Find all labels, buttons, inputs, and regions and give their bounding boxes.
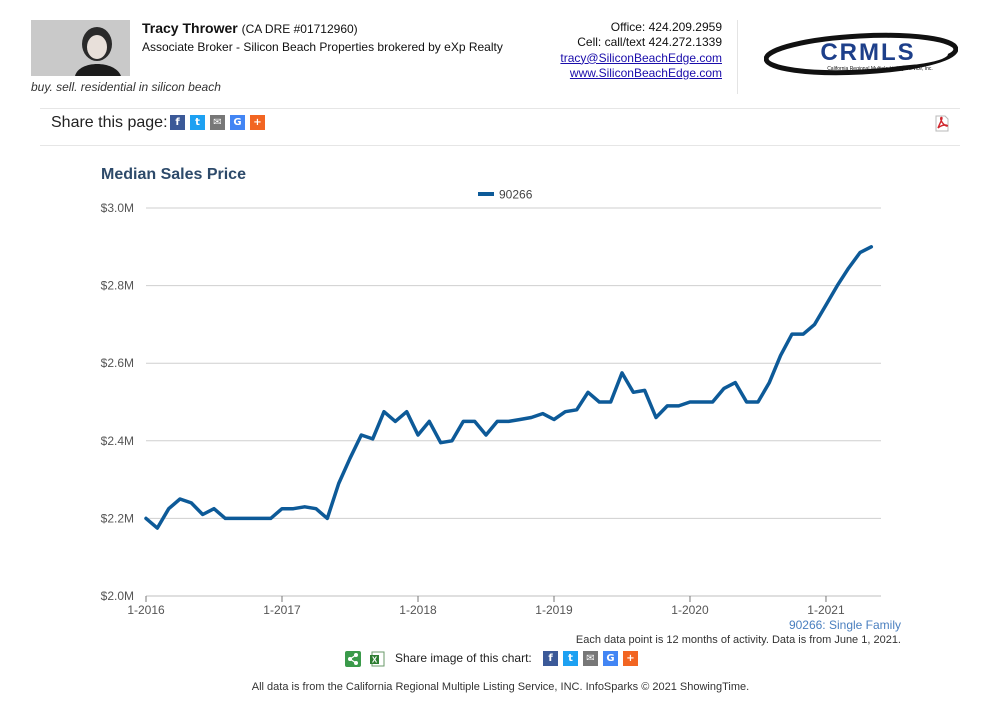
svg-text:CRMLS: CRMLS (820, 39, 915, 66)
share-chart-icon[interactable] (345, 651, 361, 672)
agent-tagline: buy. sell. residential in silicon beach (31, 80, 221, 94)
y-tick-label: $2.6M (101, 356, 134, 370)
y-tick-label: $2.2M (101, 511, 134, 525)
share-page-icons: f t ✉ G + (170, 115, 265, 130)
website-link[interactable]: www.SiliconBeachEdge.com (569, 65, 722, 80)
y-tick-label: $2.8M (101, 279, 134, 293)
series-line-90266[interactable] (144, 245, 874, 530)
x-tick-label: 1-2020 (671, 603, 709, 617)
agent-title: Associate Broker - Silicon Beach Propert… (142, 40, 503, 54)
email-link[interactable]: tracy@SiliconBeachEdge.com (560, 50, 722, 65)
share-image-label: Share image of this chart: (395, 651, 532, 665)
google-icon[interactable]: G (603, 651, 618, 666)
twitter-icon[interactable]: t (190, 115, 205, 130)
y-tick-label: $3.0M (101, 201, 134, 215)
email-icon[interactable]: ✉ (210, 115, 225, 130)
x-tick-label: 1-2017 (263, 603, 301, 617)
share-page-label: Share this page: (51, 114, 168, 131)
crmls-logo: CRMLS California Regional Multiple Listi… (763, 30, 959, 80)
excel-export-icon[interactable]: X (369, 651, 385, 672)
twitter-icon[interactable]: t (563, 651, 578, 666)
share-image-icons: f t ✉ G + (543, 651, 638, 666)
agent-dre-number: (CA DRE #01712960) (241, 22, 358, 36)
more-icon[interactable]: + (250, 115, 265, 130)
agent-photo (31, 20, 130, 76)
facebook-icon[interactable]: f (543, 651, 558, 666)
agent-name: Tracy Thrower (142, 20, 238, 36)
pdf-icon[interactable] (934, 115, 950, 132)
series-note: 90266: Single Family (788, 618, 901, 632)
cell-phone: Cell: call/text 424.272.1339 (577, 35, 722, 50)
divider (40, 145, 960, 146)
divider (40, 108, 960, 109)
svg-text:X: X (372, 656, 378, 665)
x-tick-label: 1-2021 (807, 603, 845, 617)
email-icon[interactable]: ✉ (583, 651, 598, 666)
agent-name-line: Tracy Thrower (CA DRE #01712960) (142, 20, 358, 36)
office-phone: Office: 424.209.2959 (610, 20, 722, 34)
y-tick-label: $2.4M (101, 434, 134, 448)
google-icon[interactable]: G (230, 115, 245, 130)
footer-text: All data is from the California Regional… (251, 681, 750, 693)
x-tick-label: 1-2018 (399, 603, 437, 617)
more-icon[interactable]: + (623, 651, 638, 666)
facebook-icon[interactable]: f (170, 115, 185, 130)
x-tick-label: 1-2016 (127, 603, 165, 617)
header-divider (737, 20, 738, 94)
data-note: Each data point is 12 months of activity… (575, 634, 901, 646)
svg-text:California Regional Multiple L: California Regional Multiple Listing Ser… (827, 66, 933, 72)
legend-label: 90266 (499, 188, 533, 202)
y-tick-label: $2.0M (101, 589, 134, 603)
contact-block: Office: 424.209.2959 Cell: call/text 424… (520, 20, 722, 81)
x-tick-label: 1-2019 (535, 603, 573, 617)
chart-title: Median Sales Price (101, 166, 246, 183)
